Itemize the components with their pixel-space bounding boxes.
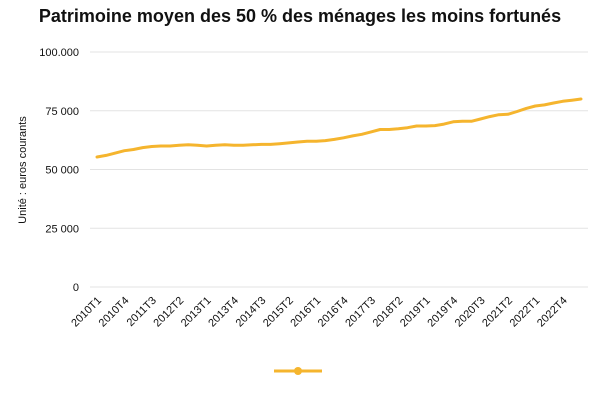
data-point <box>296 141 299 144</box>
series-line <box>95 97 583 159</box>
data-point <box>415 125 418 128</box>
data-point <box>388 128 391 131</box>
data-point <box>132 148 135 151</box>
y-tick-label: 50 000 <box>45 165 79 177</box>
legend-marker <box>294 367 302 375</box>
data-point <box>461 120 464 123</box>
data-point <box>470 120 473 123</box>
data-point <box>516 110 519 113</box>
y-tick-label: 100.000 <box>39 47 79 59</box>
chart-title: Patrimoine moyen des 50 % des ménages le… <box>38 6 562 26</box>
data-point <box>150 145 153 148</box>
data-point <box>570 99 573 102</box>
x-tick-label: 2010T4 <box>97 295 132 330</box>
data-point <box>397 127 400 130</box>
data-point <box>169 145 172 148</box>
y-axis-label: Unité : euros courants <box>17 116 29 224</box>
y-tick-label: 75 000 <box>45 106 79 118</box>
data-point <box>114 152 117 155</box>
data-point <box>315 140 318 143</box>
data-point <box>360 133 363 136</box>
data-point <box>552 101 555 104</box>
data-point <box>443 123 446 126</box>
data-point <box>287 141 290 144</box>
data-point <box>379 128 382 131</box>
y-tick-label: 25 000 <box>45 223 79 235</box>
series-layer <box>95 97 583 159</box>
data-point <box>452 120 455 123</box>
data-point <box>525 107 528 110</box>
data-point <box>479 117 482 120</box>
data-point <box>324 139 327 142</box>
y-tick-label: 0 <box>73 282 79 294</box>
data-point <box>159 145 162 148</box>
data-point <box>214 144 217 147</box>
data-point <box>242 144 245 147</box>
data-point <box>506 113 509 116</box>
legend <box>274 367 322 375</box>
x-tick-label: 2022T4 <box>535 295 570 330</box>
data-point <box>306 140 309 143</box>
data-point <box>497 113 500 116</box>
data-point <box>333 138 336 141</box>
data-point <box>123 149 126 152</box>
data-point <box>105 154 108 157</box>
data-point <box>260 143 263 146</box>
data-point <box>96 156 99 159</box>
y-axis-ticks: 0 25 000 50 000 75 000 100.000 <box>39 47 79 294</box>
data-point <box>251 143 254 146</box>
data-point <box>561 100 564 103</box>
data-point <box>232 144 235 147</box>
data-point <box>205 145 208 148</box>
data-point <box>424 125 427 128</box>
data-point <box>580 98 583 101</box>
data-point <box>141 146 144 149</box>
data-point <box>269 143 272 146</box>
data-point <box>223 143 226 146</box>
data-point <box>433 124 436 127</box>
data-point <box>369 130 372 133</box>
data-point <box>534 105 537 108</box>
data-point <box>178 144 181 147</box>
data-point <box>406 126 409 129</box>
data-point <box>278 142 281 145</box>
data-point <box>196 144 199 147</box>
gridlines <box>90 51 588 288</box>
data-point <box>543 103 546 106</box>
data-point <box>187 143 190 146</box>
data-point <box>488 115 491 118</box>
x-axis-ticks: 2010T12010T42011T32012T22013T12013T42014… <box>69 295 570 330</box>
data-point <box>351 134 354 137</box>
data-point <box>342 136 345 139</box>
